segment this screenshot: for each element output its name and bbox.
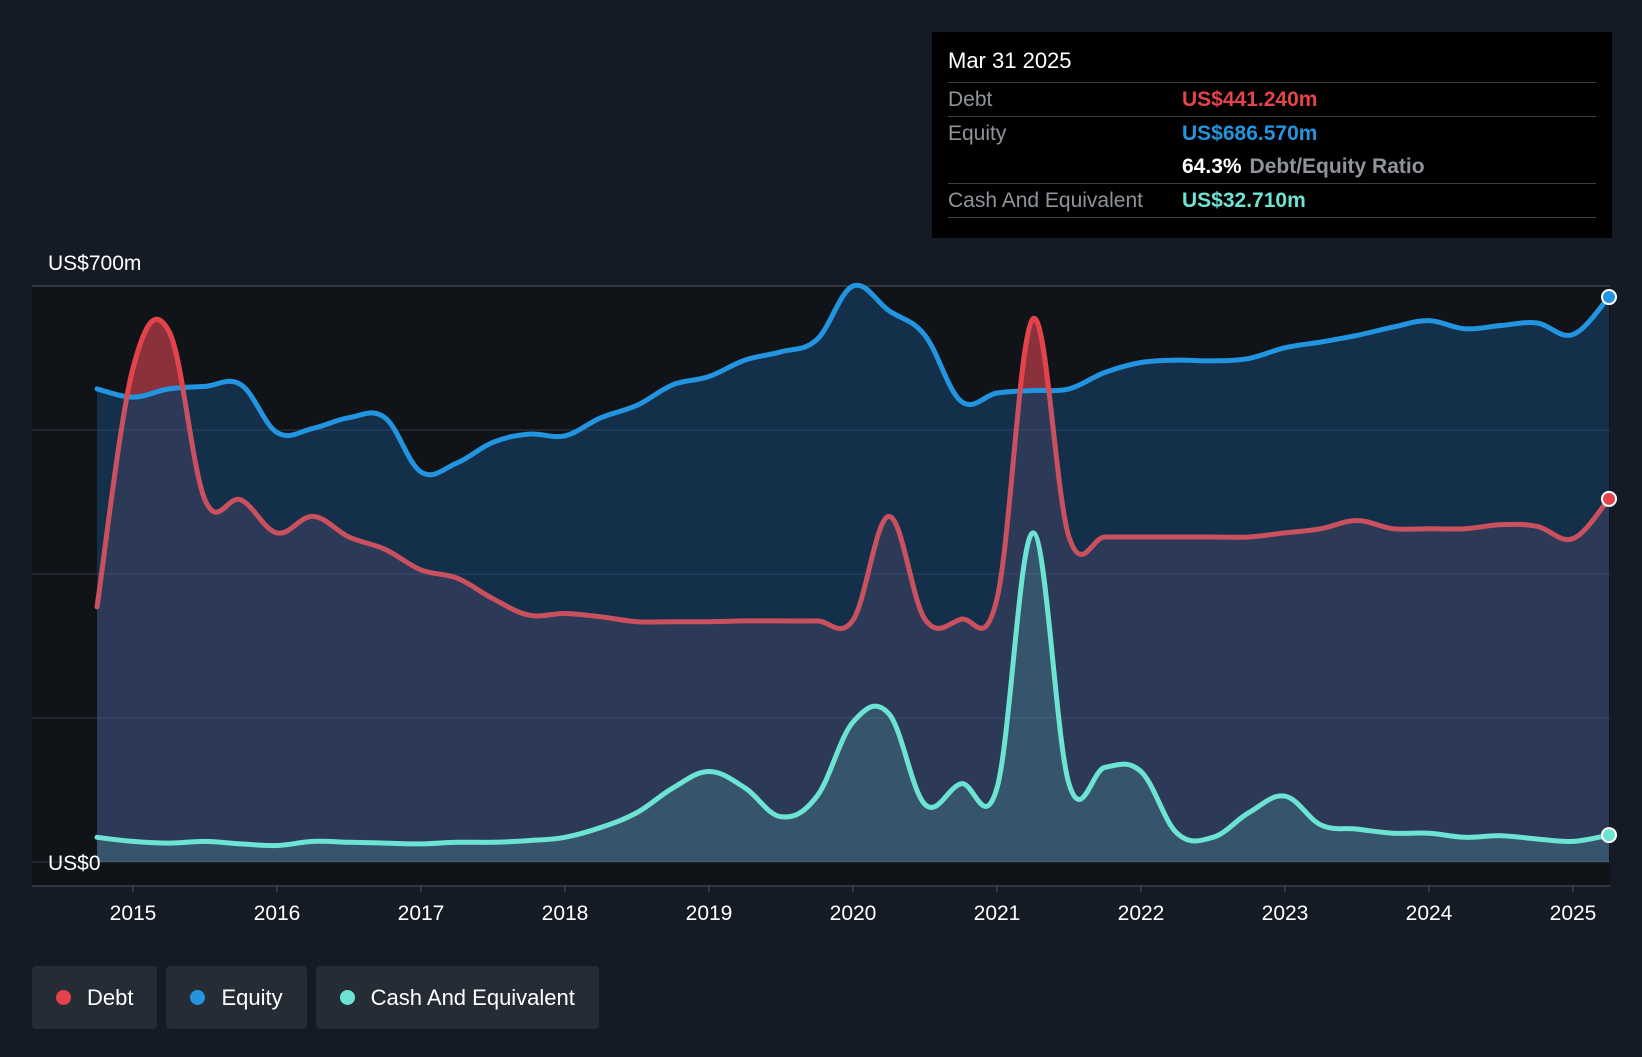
y-tick-label-0: US$0	[48, 852, 101, 875]
legend-equity-label: Equity	[221, 984, 283, 1010]
line-equity	[94, 282, 1612, 478]
legend-item-debt[interactable]: Debt	[32, 966, 158, 1029]
area-layer	[97, 285, 1609, 863]
tooltip-equity-value: US$686.570m	[1182, 122, 1318, 145]
x-tick-label-2023: 2023	[1262, 902, 1309, 925]
cash-dot-icon	[339, 990, 355, 1005]
tooltip-ratio-spacer	[948, 150, 1182, 183]
x-tick-label-2018: 2018	[542, 902, 589, 925]
tooltip-ratio-label: Debt/Equity Ratio	[1249, 155, 1425, 178]
area-equity	[97, 285, 1609, 863]
end-marker-equity	[1601, 289, 1617, 306]
area-cash-and-equivalent	[97, 532, 1609, 862]
end-marker-cash-and-equivalent	[1601, 827, 1617, 844]
marker-layer	[1601, 289, 1617, 844]
tooltip-panel: Mar 31 2025 Debt US$441.240m Equity US$6…	[932, 32, 1612, 238]
line-layer	[94, 282, 1612, 849]
tooltip-equity-row: Equity US$686.570m	[948, 117, 1596, 150]
tooltip-cash-value: US$32.710m	[1182, 189, 1306, 212]
x-tick-label-2022: 2022	[1118, 902, 1165, 925]
end-marker-debt	[1601, 490, 1617, 507]
line-cash-and-equivalent	[94, 530, 1612, 849]
axis-layer: US$0 US$700m 2015 2016 2017 2018 2019 2020 2021 2…	[48, 252, 1596, 925]
tooltip-cash-label: Cash And Equivalent	[948, 189, 1143, 212]
debt-dot-icon	[56, 990, 71, 1005]
tooltip-cash-row: Cash And Equivalent US$32.710m	[948, 184, 1596, 218]
x-tick-label-2017: 2017	[398, 902, 445, 925]
y-tick-label-700: US$700m	[48, 252, 141, 275]
x-tick-label-2021: 2021	[974, 902, 1021, 925]
tooltip-date: Mar 31 2025	[948, 46, 1596, 83]
x-tick-label-2016: 2016	[254, 902, 301, 925]
x-tick-label-2024: 2024	[1406, 902, 1453, 925]
equity-dot-icon	[190, 990, 206, 1005]
grid-layer	[32, 285, 1610, 887]
tooltip-debt-value: US$441.240m	[1182, 88, 1318, 111]
chart-legend: Debt Equity Cash And Equivalent	[32, 966, 599, 1029]
legend-debt-label: Debt	[87, 984, 134, 1010]
tooltip-debt-row: Debt US$441.240m	[948, 83, 1596, 117]
tooltip-equity-label: Equity	[948, 122, 1007, 145]
tooltip-ratio-value: 64.3%	[1182, 155, 1242, 178]
x-tick-label-2015: 2015	[110, 902, 157, 925]
tooltip-debt-label: Debt	[948, 88, 993, 111]
legend-item-cash[interactable]: Cash And Equivalent	[315, 966, 599, 1029]
x-tick-label-2019: 2019	[686, 902, 733, 925]
tooltip-ratio-row: 64.3% Debt/Equity Ratio	[948, 150, 1596, 184]
legend-cash-label: Cash And Equivalent	[370, 984, 575, 1010]
legend-item-equity[interactable]: Equity	[166, 966, 307, 1029]
area-debt	[97, 318, 1609, 862]
x-tick-label-2025: 2025	[1550, 902, 1597, 925]
line-debt	[94, 316, 1612, 632]
x-tick-label-2020: 2020	[830, 902, 877, 925]
